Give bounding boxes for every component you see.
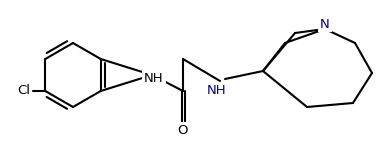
Text: NH: NH bbox=[144, 72, 164, 85]
Text: O: O bbox=[178, 124, 188, 137]
Text: NH: NH bbox=[207, 85, 227, 98]
Text: Cl: Cl bbox=[17, 85, 30, 98]
Text: N: N bbox=[320, 18, 330, 31]
